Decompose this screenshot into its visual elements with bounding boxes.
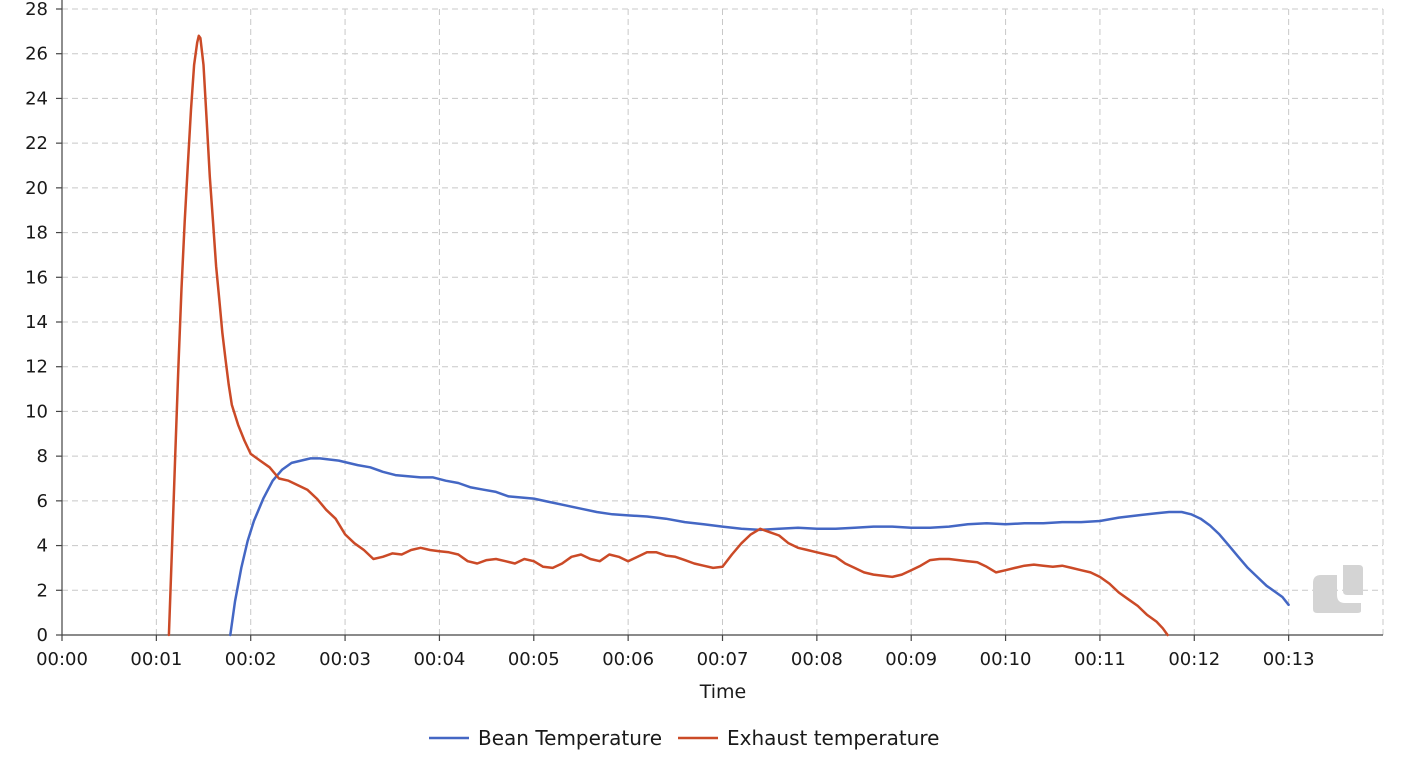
x-tick-label: 00:07 (697, 649, 749, 670)
x-tick-label: 00:03 (319, 649, 371, 670)
x-tick-label: 00:10 (980, 649, 1032, 670)
x-tick-label: 00:13 (1263, 649, 1315, 670)
x-tick-label: 00:11 (1074, 649, 1126, 670)
x-axis-ticks: 00:00 00:01 00:02 00:03 00:04 00:05 00:06 00:07… (36, 635, 1315, 670)
y-tick-label: 14 (25, 312, 48, 333)
y-tick-label: 4 (37, 536, 48, 557)
x-tick-label: 00:09 (885, 649, 937, 670)
y-tick-label: 28 (25, 0, 48, 20)
x-tick-label: 00:05 (508, 649, 560, 670)
legend: Bean Temperature Exhaust temperature (429, 726, 939, 750)
legend-label-1: Exhaust temperature (727, 726, 939, 750)
x-tick-label: 00:06 (602, 649, 654, 670)
legend-label-0: Bean Temperature (478, 726, 662, 750)
y-tick-label: 24 (25, 88, 48, 109)
y-tick-label: 22 (25, 133, 48, 154)
y-tick-label: 26 (25, 44, 48, 65)
series-line-0 (229, 457, 1290, 637)
grid (62, 8, 1384, 635)
x-tick-label: 00:08 (791, 649, 843, 670)
y-tick-label: 20 (25, 178, 48, 199)
x-tick-label: 00:04 (413, 649, 465, 670)
watermark-logo-icon (1313, 565, 1363, 613)
y-tick-label: 12 (25, 357, 48, 378)
y-tick-label: 16 (25, 267, 48, 288)
x-axis-title: Time (699, 681, 747, 703)
y-tick-label: 2 (37, 580, 48, 601)
series-group (167, 34, 1290, 637)
x-tick-label: 00:00 (36, 649, 88, 670)
y-tick-label: 10 (25, 401, 48, 422)
y-tick-label: 8 (37, 446, 48, 467)
x-tick-label: 00:02 (225, 649, 277, 670)
x-tick-label: 00:12 (1168, 649, 1220, 670)
y-tick-label: 18 (25, 223, 48, 244)
series-line-1 (167, 34, 1169, 637)
y-tick-label: 6 (37, 491, 48, 512)
x-tick-label: 00:01 (130, 649, 182, 670)
y-tick-label: 0 (37, 625, 48, 646)
